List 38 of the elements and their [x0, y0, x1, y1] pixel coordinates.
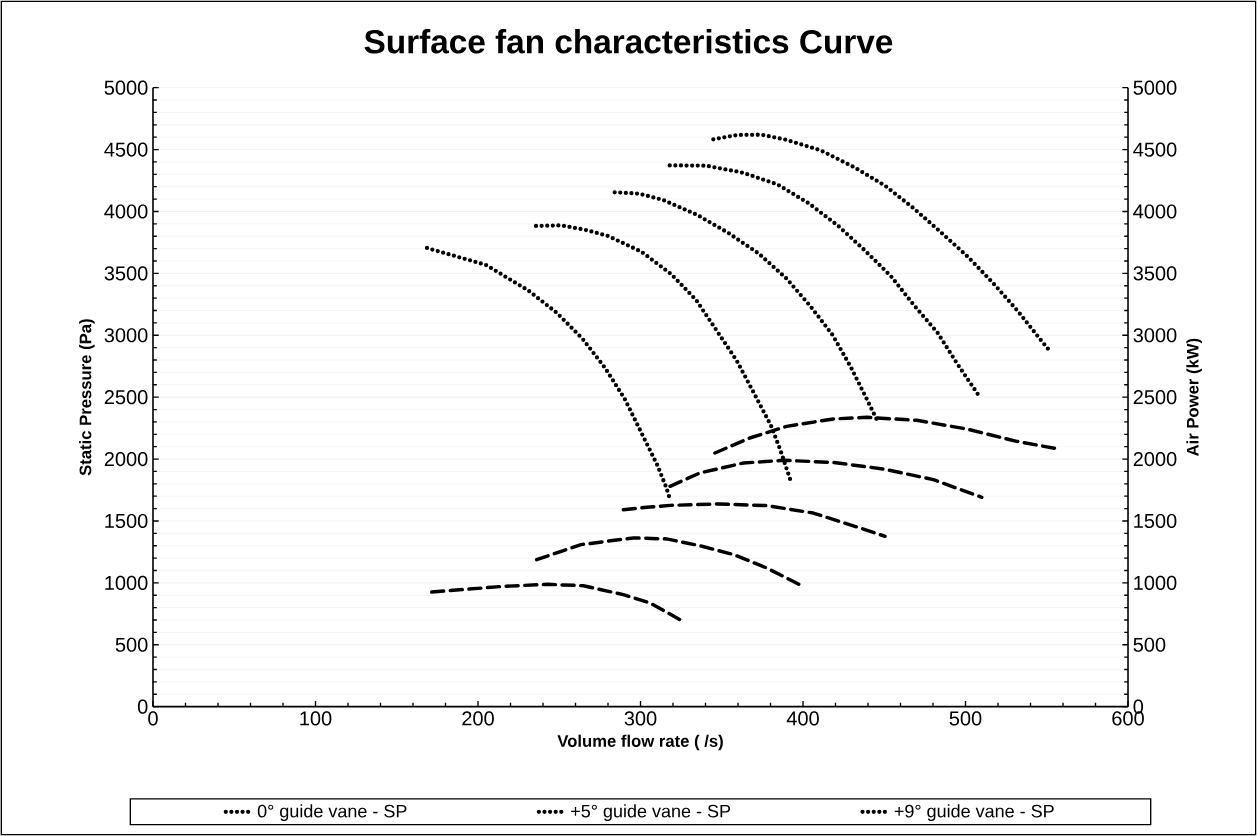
line-series	[621, 502, 887, 539]
y-tick-label: 2000	[104, 451, 148, 467]
y-tick-label: 1500	[105, 513, 148, 529]
y2-tick-label: 5000	[1133, 80, 1177, 95]
y-tick-label: 4000	[104, 204, 148, 219]
x-tick-label: 100	[300, 711, 332, 726]
legend-label: +5° guide vane - SP	[571, 804, 731, 822]
x-tick-label: 500	[949, 711, 982, 726]
line-series	[667, 163, 980, 397]
y2-tick-label: 500	[1133, 637, 1166, 652]
x-axis-title: Volume flow rate ( /s)	[557, 734, 723, 751]
line-series	[534, 536, 802, 587]
line-series	[711, 132, 1051, 352]
x-tick-label: 200	[462, 711, 494, 726]
y2-axis-title: Air Power (kW)	[1186, 338, 1202, 457]
y-tick-label: 4500	[104, 142, 148, 157]
y-axis-title: Static Pressure (Pa)	[79, 319, 95, 476]
y2-tick-label: 2500	[1133, 390, 1177, 405]
y2-tick-label: 1000	[1134, 575, 1177, 590]
y-tick-label: 500	[115, 637, 148, 652]
y-tick-label: 2500	[104, 390, 148, 405]
y-tick-label: 3000	[104, 328, 148, 343]
x-tick-label: 0	[148, 711, 158, 726]
y2-tick-label: 3500	[1133, 266, 1177, 281]
y2-tick-label: 2000	[1133, 451, 1177, 467]
legend-label: 0° guide vane - SP	[257, 804, 407, 822]
x-tick-label: 400	[786, 711, 819, 726]
legend-label: +9° guide vane - SP	[894, 804, 1054, 822]
y2-tick-label: 1500	[1134, 513, 1177, 529]
y2-tick-label: 4000	[1133, 204, 1177, 219]
y-tick-label: 3500	[104, 266, 148, 281]
x-tick-label: 300	[624, 711, 657, 726]
y2-tick-label: 4500	[1133, 142, 1177, 157]
y-tick-label: 1000	[105, 575, 148, 590]
y-tick-label: 0	[137, 699, 148, 714]
y-tick-label: 5000	[104, 80, 148, 95]
chart-title: Surface fan characteristics Curve	[364, 29, 893, 54]
y2-tick-label: 3000	[1133, 328, 1177, 343]
